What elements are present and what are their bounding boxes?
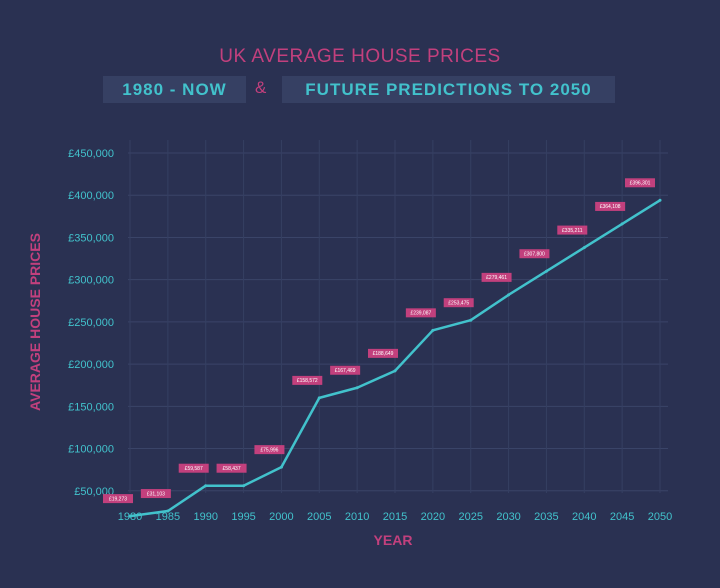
x-tick-label: 2045 [610, 511, 634, 523]
data-label-badge [595, 201, 626, 211]
x-tick-label: 1990 [193, 511, 217, 523]
x-axis-title: YEAR [374, 532, 413, 548]
data-label-badge [405, 308, 436, 318]
y-tick-label: £300,000 [68, 275, 114, 287]
subtitle-ampersand: & [255, 78, 267, 97]
y-tick-label: £200,000 [68, 359, 114, 371]
data-point [128, 514, 132, 518]
data-point [620, 222, 624, 226]
x-tick-label: 2040 [572, 511, 596, 523]
data-point [242, 484, 246, 488]
y-tick-label: £250,000 [68, 317, 114, 329]
data-label-text: £58,437 [223, 466, 241, 472]
data-label-text: £279,461 [486, 275, 507, 281]
data-point [317, 396, 321, 400]
x-tick-label: 2050 [648, 511, 672, 523]
x-tick-label: 2030 [496, 511, 520, 523]
x-tick-label: 2035 [534, 511, 558, 523]
x-tick-label: 2020 [421, 511, 445, 523]
data-label-badge [625, 178, 655, 188]
y-axis-title: AVERAGE HOUSE PRICES [27, 233, 43, 411]
data-point [166, 509, 170, 513]
subtitle-future-predictions: FUTURE PREDICTIONS TO 2050 [282, 76, 615, 103]
data-label-badge [140, 489, 171, 499]
x-tick-label: 2015 [383, 511, 407, 523]
data-label-badge [368, 348, 398, 358]
data-label-badge [103, 494, 133, 504]
x-tick-label: 1985 [156, 511, 180, 523]
data-label-badge [519, 249, 550, 259]
data-label-badge [292, 375, 323, 385]
x-tick-label: 2000 [269, 511, 293, 523]
data-label-text: £253,475 [448, 301, 469, 307]
data-label-text: £158,572 [297, 378, 318, 384]
x-tick-label: 2010 [345, 511, 369, 523]
y-tick-label: £400,000 [68, 190, 114, 202]
data-label-badge [481, 272, 512, 282]
data-label-badge [330, 365, 361, 375]
y-tick-label: £100,000 [68, 444, 114, 456]
data-label-badge [557, 225, 588, 235]
data-point [544, 269, 548, 273]
data-label-text: £335,211 [562, 228, 583, 234]
data-label-text: £167,469 [335, 368, 356, 374]
data-point [355, 386, 359, 390]
chart-title: UK AVERAGE HOUSE PRICES [219, 46, 501, 67]
data-label-text: £239,087 [410, 311, 431, 317]
data-point [469, 318, 473, 322]
x-tick-label: 1995 [231, 511, 255, 523]
data-point [279, 465, 283, 469]
data-label-text: £19,273 [109, 496, 127, 502]
data-label-badge [254, 445, 285, 455]
data-point [658, 198, 662, 202]
y-tick-label: £150,000 [68, 401, 114, 413]
x-tick-label: 2005 [307, 511, 331, 523]
data-point [582, 246, 586, 250]
data-label-text: £188,649 [373, 351, 394, 357]
data-point [204, 484, 208, 488]
data-label-text: £307,800 [524, 252, 545, 258]
x-tick-label: 2025 [458, 511, 482, 523]
data-label-badge [216, 463, 247, 473]
data-label-text: £364,108 [600, 204, 621, 210]
data-label-badge [178, 463, 209, 473]
data-point [507, 293, 511, 297]
data-label-badge [443, 298, 474, 308]
data-label-text: £59,587 [185, 466, 203, 472]
data-label-text: £396,301 [630, 181, 651, 187]
data-point [393, 369, 397, 373]
data-label-text: £31,103 [147, 491, 165, 497]
y-tick-label: £450,000 [68, 148, 114, 160]
y-tick-label: £350,000 [68, 232, 114, 244]
data-label-text: £75,996 [260, 447, 278, 453]
data-point [431, 328, 435, 332]
subtitle-period-now: 1980 - NOW [103, 76, 246, 103]
